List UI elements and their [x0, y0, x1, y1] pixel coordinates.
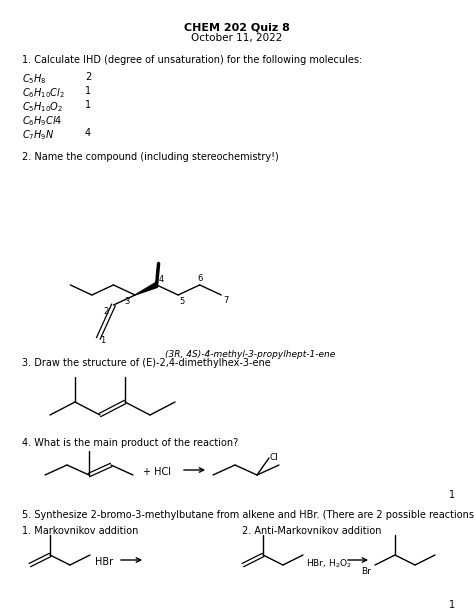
- Text: 6: 6: [198, 274, 203, 283]
- Text: Cl: Cl: [270, 453, 279, 462]
- Text: HBr, H$_2$O$_2$: HBr, H$_2$O$_2$: [306, 557, 352, 569]
- Text: 4. What is the main product of the reaction?: 4. What is the main product of the react…: [22, 438, 238, 448]
- Text: $C_6H_{10}Cl_2$: $C_6H_{10}Cl_2$: [22, 86, 65, 100]
- Text: $C_7H_9N$: $C_7H_9N$: [22, 128, 55, 142]
- Text: 4: 4: [159, 275, 164, 284]
- Text: 2: 2: [103, 307, 109, 316]
- Text: $C_6H_9Cl4$: $C_6H_9Cl4$: [22, 114, 63, 128]
- Text: October 11, 2022: October 11, 2022: [191, 33, 283, 43]
- Text: $C_5H_{10}O_2$: $C_5H_{10}O_2$: [22, 100, 63, 114]
- Text: 1: 1: [85, 86, 91, 96]
- Text: 2: 2: [85, 72, 91, 82]
- Text: 2. Anti-Markovnikov addition: 2. Anti-Markovnikov addition: [242, 526, 382, 536]
- Text: 1: 1: [85, 100, 91, 110]
- Text: 1: 1: [449, 600, 455, 610]
- Text: HBr: HBr: [95, 557, 113, 567]
- Text: 4: 4: [85, 128, 91, 138]
- Text: 3. Draw the structure of (E)-2,4-dimethylhex-3-ene: 3. Draw the structure of (E)-2,4-dimethy…: [22, 358, 271, 368]
- Text: 1. Markovnikov addition: 1. Markovnikov addition: [22, 526, 138, 536]
- Text: + HCl: + HCl: [143, 467, 171, 477]
- Text: 3: 3: [124, 297, 129, 306]
- Text: 5: 5: [179, 297, 184, 306]
- Text: 2. Name the compound (including stereochemistry!): 2. Name the compound (including stereoch…: [22, 152, 279, 162]
- Text: CHEM 202 Quiz 8: CHEM 202 Quiz 8: [184, 22, 290, 32]
- Text: (3R, 4S)-4-methyl-3-propylhept-1-ene: (3R, 4S)-4-methyl-3-propylhept-1-ene: [165, 351, 335, 359]
- Polygon shape: [135, 283, 158, 295]
- Text: $C_5H_8$: $C_5H_8$: [22, 72, 46, 86]
- Text: 5. Synthesize 2-bromo-3-methylbutane from alkene and HBr. (There are 2 possible : 5. Synthesize 2-bromo-3-methylbutane fro…: [22, 510, 474, 520]
- Text: Br: Br: [361, 567, 371, 576]
- Text: 1. Calculate IHD (degree of unsaturation) for the following molecules:: 1. Calculate IHD (degree of unsaturation…: [22, 55, 362, 65]
- Text: 7: 7: [223, 296, 228, 305]
- Text: 1: 1: [449, 490, 455, 500]
- Text: 1: 1: [100, 337, 106, 345]
